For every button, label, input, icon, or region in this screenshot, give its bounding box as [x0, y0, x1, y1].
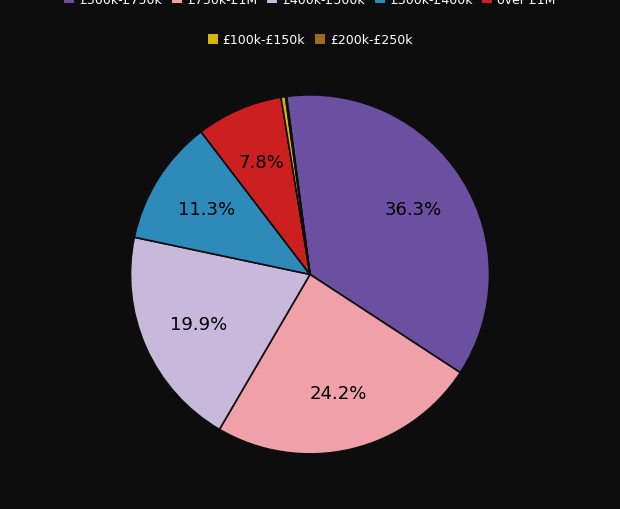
Legend: £100k-£150k, £200k-£250k: £100k-£150k, £200k-£250k — [204, 30, 416, 51]
Wedge shape — [130, 238, 310, 430]
Text: 36.3%: 36.3% — [385, 201, 442, 219]
Wedge shape — [281, 97, 310, 275]
Text: 7.8%: 7.8% — [239, 154, 285, 172]
Text: 11.3%: 11.3% — [178, 201, 236, 219]
Wedge shape — [286, 96, 490, 373]
Wedge shape — [285, 97, 310, 275]
Wedge shape — [135, 132, 310, 275]
Text: 24.2%: 24.2% — [309, 384, 366, 403]
Text: 19.9%: 19.9% — [170, 315, 227, 333]
Wedge shape — [219, 275, 460, 454]
Wedge shape — [201, 98, 310, 275]
